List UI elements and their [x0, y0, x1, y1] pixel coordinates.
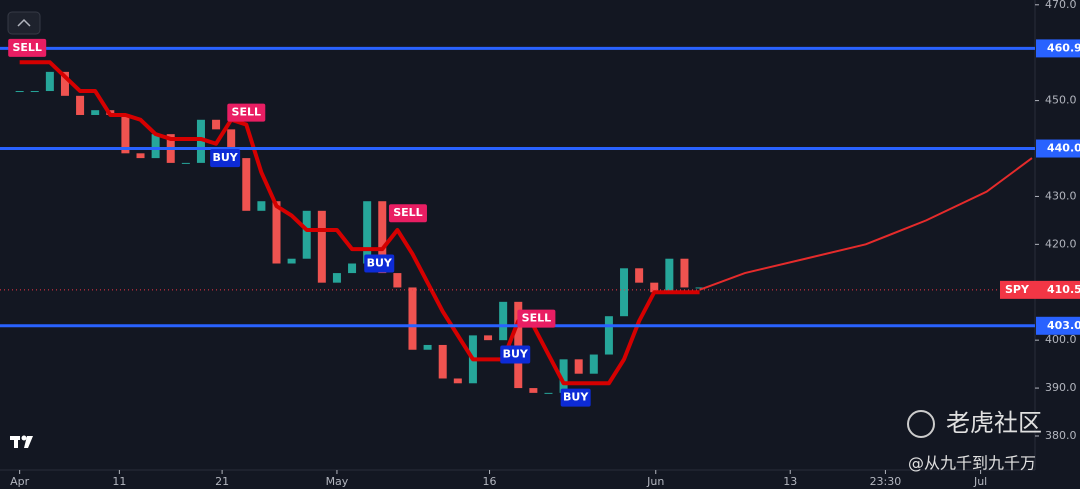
candle [272, 201, 281, 264]
x-tick-label: May [326, 475, 349, 488]
candle [196, 119, 205, 163]
candle [287, 258, 296, 264]
candle [121, 114, 130, 154]
y-tick-label: 390.0 [1045, 381, 1077, 394]
candle [91, 110, 100, 115]
trailing-stop [19, 60, 700, 386]
candle [559, 359, 568, 393]
candle [423, 344, 432, 350]
signal-label: SELL [522, 312, 551, 325]
candle [665, 258, 674, 293]
candle [60, 71, 69, 96]
candle [302, 210, 311, 259]
candle [76, 95, 85, 115]
candle [604, 316, 613, 355]
candle [393, 273, 402, 288]
candle [227, 129, 236, 159]
candle [529, 388, 538, 393]
x-tick-label: Apr [10, 475, 30, 488]
signal-label: SELL [232, 106, 261, 119]
candle [151, 134, 160, 159]
candle [212, 119, 221, 130]
candle [378, 201, 387, 274]
candle [332, 273, 341, 283]
price-label: 440.0 [1047, 142, 1080, 155]
price-label-box [1036, 139, 1080, 158]
symbol-box [1000, 280, 1080, 299]
price-label-box [1036, 39, 1080, 58]
signal-box [227, 103, 266, 122]
symbol-label: SPY [1005, 283, 1030, 296]
y-tick-label: 450.0 [1045, 94, 1077, 107]
x-tick-label: 11 [112, 475, 126, 488]
forecast [699, 157, 1033, 291]
signal-label: SELL [12, 41, 41, 54]
price-label: 460.9 [1047, 41, 1080, 54]
signal-label: BUY [503, 348, 529, 361]
collapse-button[interactable] [7, 11, 41, 35]
signal-box [388, 204, 427, 223]
y-tick-label: 400.0 [1045, 333, 1077, 346]
candle [181, 162, 190, 164]
candle [499, 301, 508, 341]
candle [453, 378, 462, 384]
candle [650, 282, 659, 293]
candle [257, 201, 266, 211]
x-tick-label: 13 [783, 475, 797, 488]
price-label-box [1036, 316, 1080, 335]
signal-label: SELL [393, 206, 422, 219]
x-tick-label: 16 [483, 475, 497, 488]
y-tick-label: 430.0 [1045, 189, 1077, 202]
watermark-icon [907, 410, 935, 438]
candle [348, 263, 357, 274]
y-tick-label: 380.0 [1045, 429, 1077, 442]
watermark: 老虎社区 [946, 409, 1042, 437]
x-tick-label: 21 [215, 475, 229, 488]
candle [635, 268, 644, 283]
candle [484, 335, 493, 341]
candle [574, 359, 583, 374]
candle [695, 287, 704, 289]
signal-box [500, 345, 531, 364]
tv-logo [10, 435, 33, 448]
candle [438, 344, 447, 379]
candle [620, 268, 629, 317]
candle [589, 354, 598, 374]
x-tick-label: Jun [646, 475, 664, 488]
signal-box [517, 309, 556, 328]
y-tick-label: 420.0 [1045, 237, 1077, 250]
author: @从九千到九千万 [908, 454, 1036, 473]
candle [30, 91, 39, 93]
signal-box [560, 388, 591, 407]
signal-box [8, 38, 47, 57]
candle [408, 287, 417, 350]
signal-label: BUY [563, 391, 589, 404]
signal-label: BUY [212, 151, 238, 164]
last-price-label: 410.5 [1047, 283, 1080, 296]
candle [680, 258, 689, 288]
x-tick-label: Jul [973, 475, 987, 488]
candle [544, 392, 553, 394]
candle [136, 153, 145, 159]
candle [514, 301, 523, 389]
price-label: 403.0 [1047, 319, 1080, 332]
candle [242, 158, 251, 211]
candle [15, 91, 24, 93]
candle [363, 201, 372, 264]
signal-box [364, 254, 395, 273]
chevron-icon [17, 18, 31, 27]
candle [45, 71, 54, 92]
signal-label: BUY [367, 257, 393, 270]
candle [317, 210, 326, 283]
signal-box [210, 149, 241, 168]
x-tick-label: 23:30 [870, 475, 902, 488]
y-tick-label: 470.0 [1045, 0, 1077, 11]
